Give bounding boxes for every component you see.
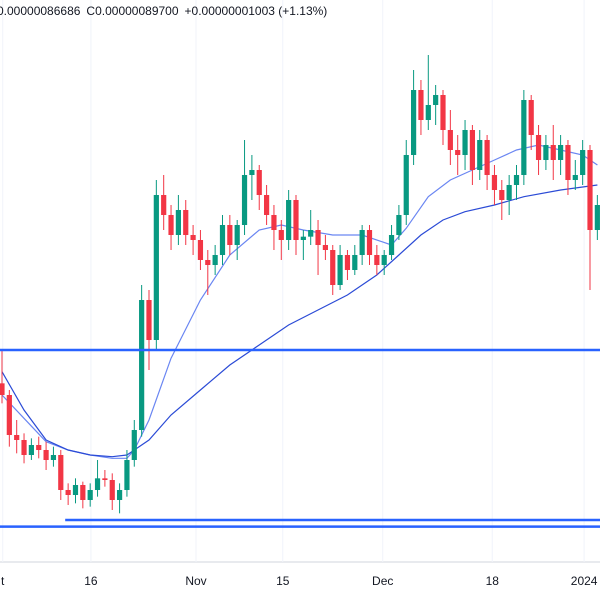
candle-body	[263, 195, 270, 215]
candle-body	[550, 145, 556, 160]
candle-body	[102, 478, 108, 480]
candle-body	[499, 190, 505, 200]
candle-body	[535, 135, 542, 160]
candle-body	[278, 230, 284, 240]
x-tick-label: t	[1, 574, 5, 588]
candle-body	[388, 235, 395, 255]
candle-body	[491, 175, 498, 190]
candle-body	[418, 90, 424, 120]
candle-body	[565, 145, 571, 180]
x-tick-label: 18	[486, 574, 500, 588]
candle-body	[94, 478, 101, 490]
candle-body	[315, 230, 321, 245]
candle-body	[212, 255, 218, 265]
candle-body	[72, 485, 79, 495]
candle-body	[249, 170, 255, 175]
candle-body	[322, 245, 328, 250]
candle-body	[14, 435, 20, 440]
candle-body	[197, 240, 204, 260]
candle-body	[374, 255, 380, 265]
candle-body	[440, 95, 446, 130]
candle-body	[234, 225, 240, 245]
candle-body	[116, 490, 123, 500]
candle-body	[477, 140, 483, 170]
candle-body	[330, 250, 336, 285]
candle-body	[381, 255, 387, 265]
candle-body	[337, 255, 343, 285]
candle-body	[433, 95, 439, 105]
candle-body	[286, 200, 292, 240]
candle-body	[506, 185, 512, 200]
candle-body	[43, 450, 49, 460]
candle-body	[21, 440, 27, 455]
candle-body	[403, 155, 409, 215]
candle-body	[300, 236, 306, 240]
candle-body	[462, 130, 468, 155]
candle-body	[587, 150, 593, 230]
candle-body	[521, 100, 527, 175]
header-value: C0.00000089700	[86, 4, 178, 18]
candle-body	[293, 200, 299, 240]
moving-average	[1, 184, 598, 458]
candle-body	[227, 225, 233, 245]
x-tick-label: 16	[84, 574, 98, 588]
candle-body	[352, 255, 358, 270]
candle-body	[28, 445, 34, 455]
ohlc-header: 0.00000086686 C0.00000089700 +0.0000000100…	[0, 4, 327, 18]
candle-body	[58, 455, 64, 490]
candle-body	[396, 215, 402, 235]
candle-body	[146, 300, 152, 340]
candle-body	[558, 145, 564, 160]
candle-body	[469, 130, 475, 170]
candle-body	[87, 490, 93, 500]
candle-body	[175, 210, 181, 235]
candle-body	[219, 225, 226, 255]
candle-body	[344, 255, 351, 270]
candle-body	[168, 215, 174, 235]
candle-body	[256, 170, 262, 195]
candle-body	[447, 130, 453, 150]
candle-body	[109, 480, 115, 500]
x-tick-label: Dec	[372, 574, 393, 588]
candle-body	[205, 260, 211, 265]
header-value: 0.00000086686	[0, 4, 81, 18]
candle-body	[183, 210, 189, 235]
x-tick-label: Nov	[185, 574, 206, 588]
candle-body	[36, 445, 42, 450]
candle-body	[80, 485, 86, 500]
candle-body	[131, 430, 137, 460]
moving-average	[1, 144, 598, 459]
candle-body	[580, 150, 586, 175]
candle-body	[513, 175, 520, 185]
candle-body	[572, 175, 578, 180]
candle-body	[161, 195, 167, 215]
candle-body	[543, 145, 549, 160]
candle-body	[484, 140, 490, 175]
candle-body	[6, 395, 12, 435]
candle-body	[410, 90, 417, 155]
candle-body	[366, 230, 373, 255]
candle-body	[124, 460, 130, 490]
candle-body	[0, 383, 5, 395]
candle-body	[359, 230, 365, 255]
header-value: +0.00000001003 (+1.13%)	[185, 4, 328, 18]
candle-body	[425, 105, 431, 120]
x-tick-label: 2024	[571, 574, 598, 588]
candle-body	[153, 195, 159, 340]
candle-body	[50, 455, 57, 460]
candle-body	[308, 230, 314, 237]
candle-body	[139, 300, 145, 430]
candle-body	[241, 175, 248, 225]
candle-body	[271, 215, 277, 230]
candle-body	[594, 205, 600, 230]
candles	[0, 55, 600, 514]
x-tick-label: 15	[276, 574, 290, 588]
candle-body	[455, 150, 461, 155]
candle-body	[190, 235, 196, 240]
candle-body	[65, 490, 71, 495]
candle-body	[528, 100, 534, 135]
